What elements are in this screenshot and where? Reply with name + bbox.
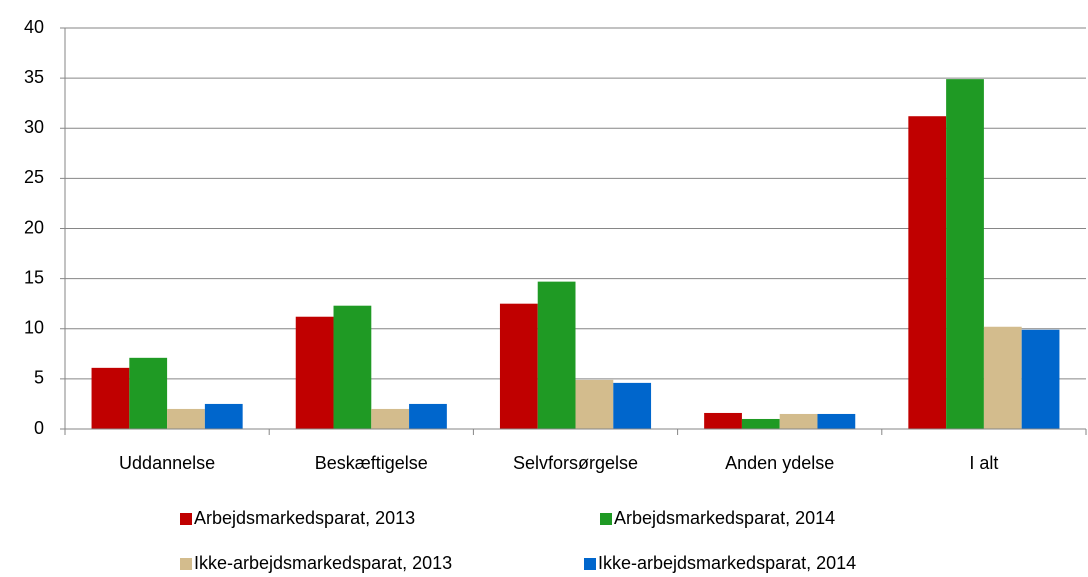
bar [946,79,984,429]
legend-swatch [600,513,612,525]
bar [613,382,652,429]
legend-swatch [180,513,192,525]
bar [167,408,205,429]
y-tick-label: 20 [24,217,44,237]
bar [91,367,130,429]
y-tick-label: 30 [24,117,44,137]
x-tick-label: Selvforsørgelse [513,453,638,473]
bar [704,412,742,429]
bar [779,413,818,429]
x-tick-label: Beskæftigelse [315,453,428,473]
bar [1021,329,1060,429]
y-tick-label: 15 [24,267,44,287]
bar [908,116,947,429]
x-tick-label: I alt [969,453,998,473]
legend-label: Arbejdsmarkedsparat, 2014 [614,508,835,528]
bar [295,316,334,429]
y-tick-label: 25 [24,167,44,187]
bar [817,413,856,429]
bar [371,408,410,429]
legend-label: Arbejdsmarkedsparat, 2013 [194,508,415,528]
y-tick-label: 35 [24,67,44,87]
bar [129,357,168,429]
bar [983,326,1022,429]
bar [499,303,538,429]
bar [409,403,447,429]
y-tick-label: 10 [24,318,44,338]
bar [575,379,614,429]
bar [537,281,576,429]
y-tick-label: 5 [34,368,44,388]
y-tick-label: 0 [34,418,44,438]
y-tick-label: 40 [24,17,44,37]
legend-label: Ikke-arbejdsmarkedsparat, 2014 [598,553,856,573]
legend-label: Ikke-arbejdsmarkedsparat, 2013 [194,553,452,573]
x-tick-label: Anden ydelse [725,453,834,473]
bar [333,305,372,429]
bar [741,418,780,429]
x-tick-label: Uddannelse [119,453,215,473]
bar [204,403,243,429]
legend-swatch [180,558,192,570]
legend-swatch [584,558,596,570]
